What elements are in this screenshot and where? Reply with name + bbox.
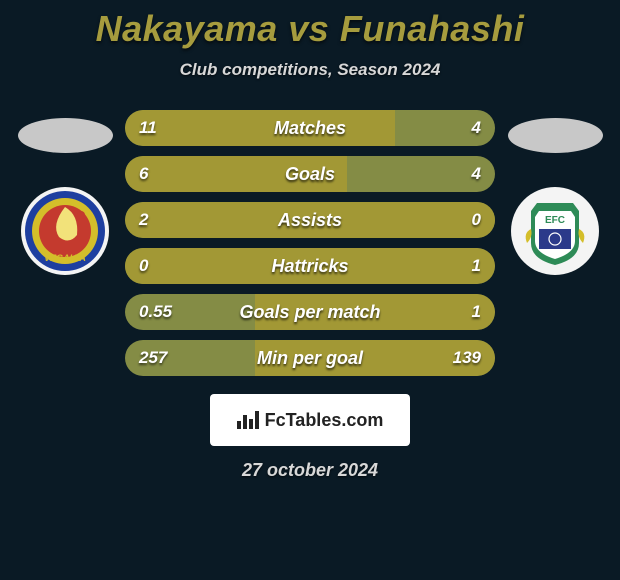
svg-text:EFC: EFC bbox=[545, 215, 565, 226]
stat-value-right: 0 bbox=[472, 210, 481, 230]
stat-label: Goals per match bbox=[125, 302, 495, 323]
stats-column: 11Matches46Goals42Assists00Hattricks10.5… bbox=[125, 110, 495, 386]
chart-icon bbox=[237, 411, 259, 429]
stat-value-right: 1 bbox=[472, 302, 481, 322]
subtitle: Club competitions, Season 2024 bbox=[0, 60, 620, 80]
team-badge-left: VEGALTA bbox=[19, 185, 111, 277]
stat-row: 2Assists0 bbox=[125, 202, 495, 238]
team-badge-right: EFC bbox=[509, 185, 601, 277]
stat-row: 0.55Goals per match1 bbox=[125, 294, 495, 330]
source-badge[interactable]: FcTables.com bbox=[210, 394, 410, 446]
comparison-card: Nakayama vs Funahashi Club competitions,… bbox=[0, 0, 620, 481]
player-silhouette-right bbox=[508, 118, 603, 153]
stat-value-right: 4 bbox=[472, 164, 481, 184]
ehime-badge-icon: EFC bbox=[509, 185, 601, 277]
right-player-col: EFC bbox=[505, 110, 605, 277]
stat-label: Hattricks bbox=[125, 256, 495, 277]
stat-label: Matches bbox=[125, 118, 495, 139]
date-label: 27 october 2024 bbox=[0, 460, 620, 481]
player-silhouette-left bbox=[18, 118, 113, 153]
stat-row: 0Hattricks1 bbox=[125, 248, 495, 284]
stat-row: 6Goals4 bbox=[125, 156, 495, 192]
source-label: FcTables.com bbox=[265, 410, 384, 431]
left-player-col: VEGALTA bbox=[15, 110, 115, 277]
stat-row: 257Min per goal139 bbox=[125, 340, 495, 376]
stat-label: Assists bbox=[125, 210, 495, 231]
stat-value-right: 139 bbox=[453, 348, 481, 368]
vegalta-badge-icon: VEGALTA bbox=[19, 185, 111, 277]
stat-label: Goals bbox=[125, 164, 495, 185]
stat-value-right: 1 bbox=[472, 256, 481, 276]
main-row: VEGALTA 11Matches46Goals42Assists00Hattr… bbox=[0, 110, 620, 386]
stat-value-right: 4 bbox=[472, 118, 481, 138]
svg-text:VEGALTA: VEGALTA bbox=[44, 253, 86, 263]
page-title: Nakayama vs Funahashi bbox=[0, 8, 620, 50]
stat-row: 11Matches4 bbox=[125, 110, 495, 146]
stat-label: Min per goal bbox=[125, 348, 495, 369]
